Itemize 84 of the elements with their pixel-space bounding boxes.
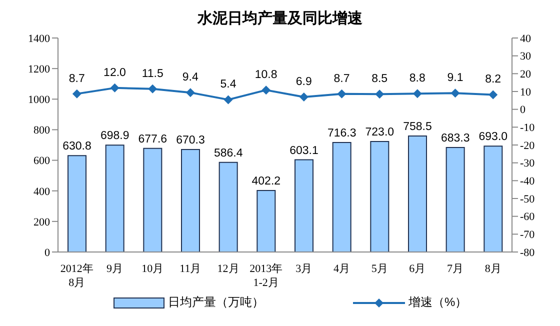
bar [408, 136, 427, 252]
x-tick-label: 6月 [409, 263, 426, 275]
bar [370, 140, 390, 252]
data-label: 723.0 [365, 126, 394, 138]
x-tick-label: 9月 [106, 263, 123, 275]
legend-label: 增速（%） [408, 294, 468, 311]
data-label: 6.9 [296, 76, 312, 88]
x-tick-label: 7月 [447, 263, 464, 275]
x-tick-label: 4月 [334, 263, 350, 275]
bar [181, 149, 200, 252]
x-tick-label: 3月 [296, 263, 312, 275]
y-tick-label: 800 [34, 124, 50, 137]
x-tick-label: 2013年 1-2月 [250, 263, 283, 289]
y2-tick-label: 20 [520, 68, 532, 81]
point [375, 90, 384, 99]
data-label: 8.7 [334, 72, 350, 85]
data-label: 8.5 [372, 73, 388, 86]
x-tick-label: 11月 [180, 263, 202, 275]
x-tick-label: 12月 [217, 263, 240, 275]
data-label: 9.4 [182, 72, 200, 84]
data-label: 10.8 [254, 69, 278, 82]
point [488, 90, 498, 100]
data-label: 11.5 [142, 68, 164, 80]
y2-tick-label: 40 [520, 32, 532, 45]
y2-tick-label: 10 [520, 86, 532, 98]
y2-tick-label: -30 [520, 158, 536, 170]
data-label: 603.1 [290, 144, 318, 157]
point [299, 92, 308, 102]
point [186, 88, 195, 98]
y2-tick-label: -40 [520, 176, 536, 188]
bar [68, 155, 86, 252]
bar [256, 190, 276, 252]
point [148, 84, 158, 94]
data-label: 8.8 [409, 72, 426, 85]
y2-tick-label: 30 [520, 50, 532, 63]
y-tick-label: 1400 [28, 32, 50, 45]
y-tick-label: 0 [44, 246, 50, 259]
chart-title: 水泥日均产量及同比增速 [196, 9, 364, 29]
y2-tick-label: -70 [520, 229, 536, 242]
y2-tick-label: -50 [520, 193, 536, 206]
data-label: 683.3 [440, 132, 470, 145]
y-tick-label: 1200 [28, 63, 50, 76]
data-label: 8.2 [485, 74, 502, 86]
point [72, 89, 82, 98]
y2-tick-label: 0 [520, 104, 526, 116]
data-label: 670.3 [176, 134, 205, 147]
data-label: 402.2 [252, 176, 281, 188]
data-label: 5.4 [220, 78, 237, 91]
data-label: 716.3 [327, 128, 356, 140]
data-label: 12.0 [104, 66, 126, 79]
x-tick-label: 5月 [371, 263, 388, 275]
point [262, 86, 271, 95]
y2-tick-label: -80 [520, 246, 536, 259]
data-label: 630.8 [62, 140, 92, 153]
x-tick-label: 10月 [142, 263, 164, 275]
data-label: 698.9 [100, 130, 130, 142]
data-label: 8.7 [68, 72, 85, 85]
y-tick-label: 400 [34, 186, 50, 198]
bar [105, 144, 124, 252]
bar [143, 148, 162, 252]
bar [218, 162, 238, 252]
point [110, 83, 120, 92]
y-tick-label: 200 [34, 216, 50, 228]
data-label: 586.4 [214, 147, 244, 160]
legend-label: 日均产量（万吨） [168, 294, 264, 311]
point [337, 89, 346, 98]
data-label: 677.6 [138, 133, 168, 146]
y-tick-label: 1000 [28, 94, 50, 106]
data-label: 9.1 [447, 72, 464, 84]
x-tick-label: 8月 [484, 263, 502, 275]
point [224, 95, 233, 104]
y-tick-label: 600 [34, 155, 50, 168]
data-label: 693.0 [478, 131, 508, 144]
point [412, 89, 422, 98]
bar [446, 147, 465, 252]
bar [332, 142, 352, 252]
data-label: 758.5 [403, 121, 432, 134]
point [450, 88, 460, 98]
x-tick-label: 2012年 8月 [60, 263, 94, 289]
y2-tick-label: -60 [520, 211, 536, 224]
y2-tick-label: -10 [520, 122, 536, 134]
bar [484, 146, 503, 252]
y2-tick-label: -20 [520, 140, 536, 152]
bar [294, 159, 314, 252]
